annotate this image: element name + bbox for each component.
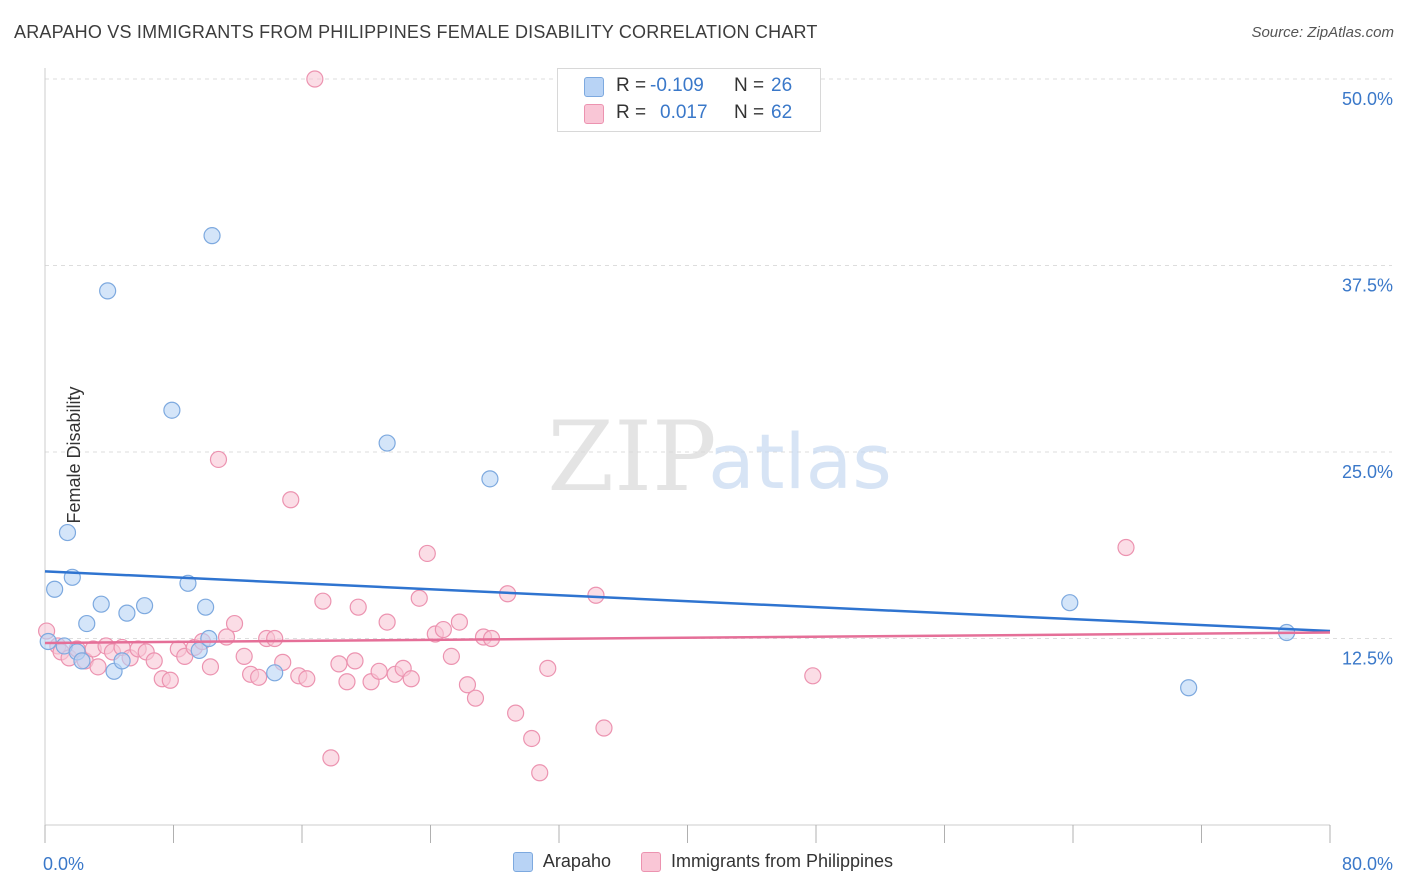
legend-label: Immigrants from Philippines xyxy=(670,851,894,871)
trend-lines xyxy=(44,570,1331,645)
legend-item-philippines[interactable]: Immigrants from Philippines xyxy=(640,851,894,872)
blue-data-point xyxy=(39,632,57,651)
blue-data-point xyxy=(73,652,91,670)
pink-data-point xyxy=(330,655,348,673)
legend-swatch-pink xyxy=(640,851,661,872)
pink-data-point xyxy=(804,667,822,685)
y-tick-label: 50.0% xyxy=(1342,89,1393,109)
blue-data-point xyxy=(197,598,215,616)
y-tick-label: 25.0% xyxy=(1342,462,1393,482)
blue-data-point xyxy=(99,282,117,300)
pink-data-point xyxy=(282,491,300,509)
stats-n-value: 26 xyxy=(771,75,793,96)
stats-r-label: R = xyxy=(616,102,647,123)
y-tick-label: 12.5% xyxy=(1342,649,1393,669)
stats-r-label: R = xyxy=(616,75,647,96)
y-axis-label: Female Disability xyxy=(64,386,85,524)
blue-data-point xyxy=(1180,679,1198,697)
stats-n-label: N = xyxy=(734,75,765,96)
blue-data-point xyxy=(58,523,77,542)
pink-data-point xyxy=(349,598,367,616)
chart-title: ARAPAHO VS IMMIGRANTS FROM PHILIPPINES F… xyxy=(14,22,818,42)
pink-data-point xyxy=(225,614,244,633)
blue-data-point xyxy=(113,652,131,670)
y-tick-label: 37.5% xyxy=(1342,276,1393,296)
blue-data-point xyxy=(200,629,218,648)
pink-data-point xyxy=(442,647,460,666)
stats-n-label: N = xyxy=(734,102,765,123)
tick-labels: 12.5% 25.0% 37.5% 50.0% 0.0% 80.0% xyxy=(43,89,1393,874)
pink-data-point xyxy=(458,676,477,694)
pink-data-point xyxy=(410,589,428,607)
pink-data-point xyxy=(322,749,340,767)
blue-data-point xyxy=(92,595,110,613)
watermark-zip: ZIP xyxy=(547,401,716,513)
pink-data-point xyxy=(209,450,228,469)
pink-data-point xyxy=(370,662,388,680)
axes xyxy=(44,68,1331,843)
pink-data-point xyxy=(266,629,284,648)
x-tick-label: 80.0% xyxy=(1342,854,1393,874)
stats-n-value: 62 xyxy=(771,102,793,123)
stats-r-value: -0.109 xyxy=(650,75,704,96)
pink-data-point xyxy=(378,613,396,631)
pink-data-point xyxy=(338,673,356,691)
stats-pink-swatch xyxy=(584,104,604,124)
pink-data-point xyxy=(531,764,549,782)
blue-series-points xyxy=(39,227,1296,697)
blue-data-point xyxy=(378,434,396,452)
stats-r-value: 0.017 xyxy=(660,102,708,123)
pink-data-point xyxy=(89,658,107,676)
pink-data-point xyxy=(306,70,324,88)
source-credit: Source: ZipAtlas.com xyxy=(1251,24,1394,41)
pink-data-point xyxy=(346,652,364,670)
blue-data-point xyxy=(1061,594,1079,612)
pink-data-point xyxy=(1117,538,1135,557)
legend-swatch-blue xyxy=(512,851,533,872)
pink-data-point xyxy=(314,592,332,610)
blue-data-point xyxy=(118,604,136,622)
pink-data-point xyxy=(434,620,452,639)
blue-data-point xyxy=(203,227,221,245)
pink-data-point xyxy=(539,659,557,677)
pink-data-point xyxy=(250,668,268,686)
pink-data-point xyxy=(587,586,605,604)
watermark-atlas: atlas xyxy=(708,417,892,506)
blue-data-point xyxy=(78,614,96,633)
x-tick-label: 0.0% xyxy=(43,854,84,874)
pink-data-point xyxy=(595,719,613,737)
pink-data-point xyxy=(507,704,525,722)
pink-data-point xyxy=(418,544,436,563)
grid-lines xyxy=(45,78,1392,639)
bottom-legend: Arapaho Immigrants from Philippines xyxy=(0,851,1406,872)
pink-data-point xyxy=(298,670,316,688)
blue-data-point xyxy=(266,664,284,682)
pink-data-point xyxy=(235,647,253,666)
blue-trend-line xyxy=(44,570,1331,633)
pink-data-point xyxy=(402,670,420,688)
stats-legend-box: R = -0.109 N = 26 R = 0.017 N = 62 xyxy=(557,68,821,132)
pink-data-point xyxy=(201,658,220,676)
stats-blue-swatch xyxy=(584,77,604,97)
blue-data-point xyxy=(46,580,64,598)
pink-data-point xyxy=(145,652,163,670)
pink-data-point xyxy=(466,689,485,707)
legend-item-arapaho[interactable]: Arapaho xyxy=(512,851,611,872)
legend-label: Arapaho xyxy=(542,851,611,871)
pink-data-point xyxy=(450,613,469,631)
blue-data-point xyxy=(163,401,181,419)
blue-data-point xyxy=(481,470,499,488)
pink-data-point xyxy=(523,729,541,748)
blue-data-point xyxy=(135,597,154,615)
pink-trend-line xyxy=(44,631,1331,645)
pink-data-point xyxy=(161,671,179,689)
